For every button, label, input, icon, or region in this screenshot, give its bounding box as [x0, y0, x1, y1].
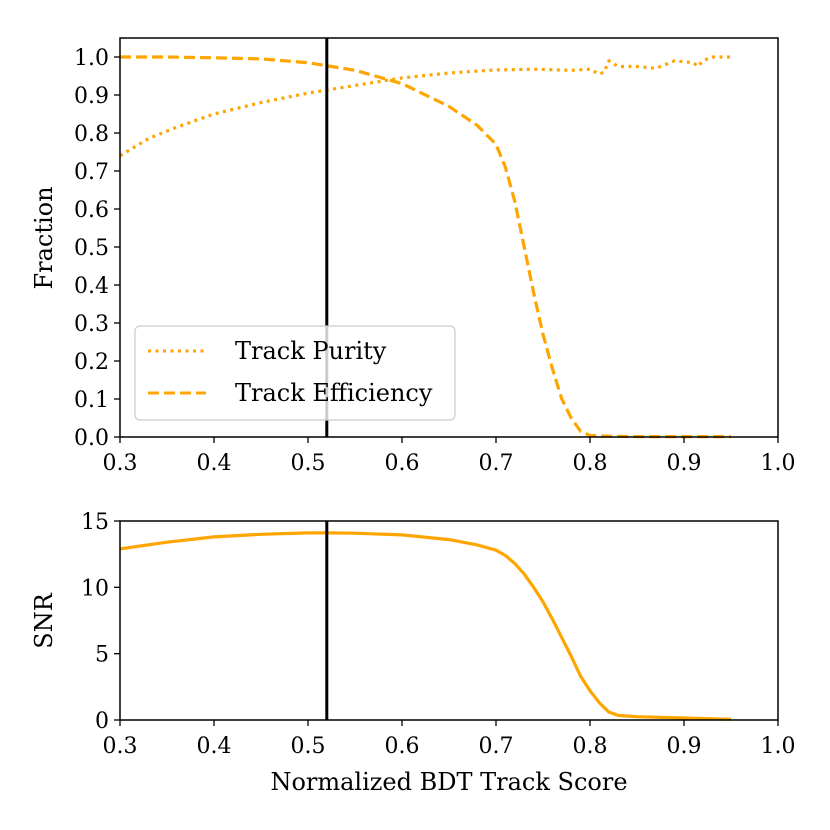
bottom-x-tick-label: 0.5 — [291, 734, 326, 759]
bottom-series-snr — [119, 531, 732, 721]
bottom-x-tick-label: 0.4 — [197, 734, 232, 759]
top-y-tick-label: 0.9 — [74, 84, 109, 109]
bottom-series-layer — [119, 531, 732, 721]
top-y-tick-label: 1.0 — [74, 46, 109, 71]
top-x-tick-label: 1.0 — [761, 451, 796, 476]
top-y-tick-label: 0.2 — [74, 350, 109, 375]
top-x-ticks: 0.3 0.4 0.5 0.6 0.7 0.8 0.9 1.0 — [103, 437, 796, 476]
top-y-tick-label: 0.1 — [74, 388, 109, 413]
top-x-tick-label: 0.3 — [103, 451, 138, 476]
legend: Track Purity Track Efficiency — [134, 325, 456, 421]
top-x-tick-label: 0.7 — [479, 451, 514, 476]
top-plot-frame — [119, 37, 779, 438]
legend-purity-label: Track Purity — [235, 337, 387, 365]
bottom-x-tick-label: 1.0 — [761, 734, 796, 759]
top-x-tick-label: 0.6 — [385, 451, 420, 476]
bottom-x-tick-label: 0.7 — [479, 734, 514, 759]
bottom-y-ticks: 0 5 10 15 — [81, 510, 120, 734]
top-y-axis-label: Fraction — [30, 186, 58, 289]
bottom-panel: 0.3 0.4 0.5 0.6 0.7 0.8 0.9 1.0 0 5 10 15 SNR Norm… — [30, 510, 796, 796]
top-y-tick-label: 0.4 — [74, 274, 109, 299]
top-y-tick-label: 0.7 — [74, 160, 109, 185]
top-y-tick-label: 0.0 — [74, 426, 109, 451]
top-series-layer — [119, 55, 731, 439]
bottom-x-tick-label: 0.3 — [103, 734, 138, 759]
top-y-tick-label: 0.8 — [74, 122, 109, 147]
top-y-tick-label: 0.6 — [74, 198, 109, 223]
top-y-tick-label: 0.3 — [74, 312, 109, 337]
legend-box — [134, 325, 456, 421]
bottom-x-ticks: 0.3 0.4 0.5 0.6 0.7 0.8 0.9 1.0 — [103, 720, 796, 759]
top-x-tick-label: 0.8 — [573, 451, 608, 476]
bottom-y-tick-label: 0 — [95, 709, 109, 734]
top-y-ticks: 0.0 0.1 0.2 0.3 0.4 0.5 0.6 0.7 0.8 0.9 1.0 — [74, 46, 120, 451]
top-x-tick-label: 0.9 — [667, 451, 702, 476]
top-x-tick-label: 0.4 — [197, 451, 232, 476]
bottom-plot-frame — [119, 520, 779, 721]
top-x-tick-label: 0.5 — [291, 451, 326, 476]
bottom-x-tick-label: 0.8 — [573, 734, 608, 759]
bottom-y-tick-label: 15 — [81, 510, 109, 535]
top-panel: 0.3 0.4 0.5 0.6 0.7 0.8 0.9 1.0 0.0 0.1 0.2 0.3 0.4… — [30, 37, 796, 476]
bottom-y-tick-label: 5 — [95, 643, 109, 668]
x-axis-label: Normalized BDT Track Score — [270, 768, 627, 796]
top-series-track-purity — [119, 55, 731, 158]
top-y-tick-label: 0.5 — [74, 236, 109, 261]
top-series-track-efficiency — [120, 55, 731, 439]
legend-efficiency-label: Track Efficiency — [235, 379, 433, 407]
bottom-x-tick-label: 0.6 — [385, 734, 420, 759]
bottom-y-tick-label: 10 — [81, 576, 109, 601]
bottom-y-axis-label: SNR — [30, 592, 58, 648]
bottom-x-tick-label: 0.9 — [667, 734, 702, 759]
